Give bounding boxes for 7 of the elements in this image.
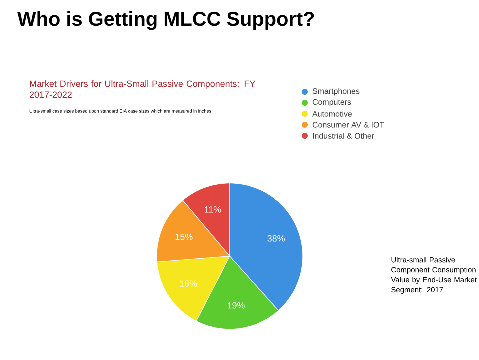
- chart-subtitle: Market Drivers for Ultra-Small Passive Components: FY 2017-2022: [30, 80, 256, 98]
- data-label: 16%: [180, 280, 198, 288]
- data-label: 38%: [268, 235, 285, 242]
- data-label: 19%: [228, 302, 245, 309]
- data-label: 15%: [176, 234, 193, 240]
- chart-title: Who is Getting MLCC Support?: [18, 12, 314, 30]
- data-label: 11%: [205, 206, 222, 213]
